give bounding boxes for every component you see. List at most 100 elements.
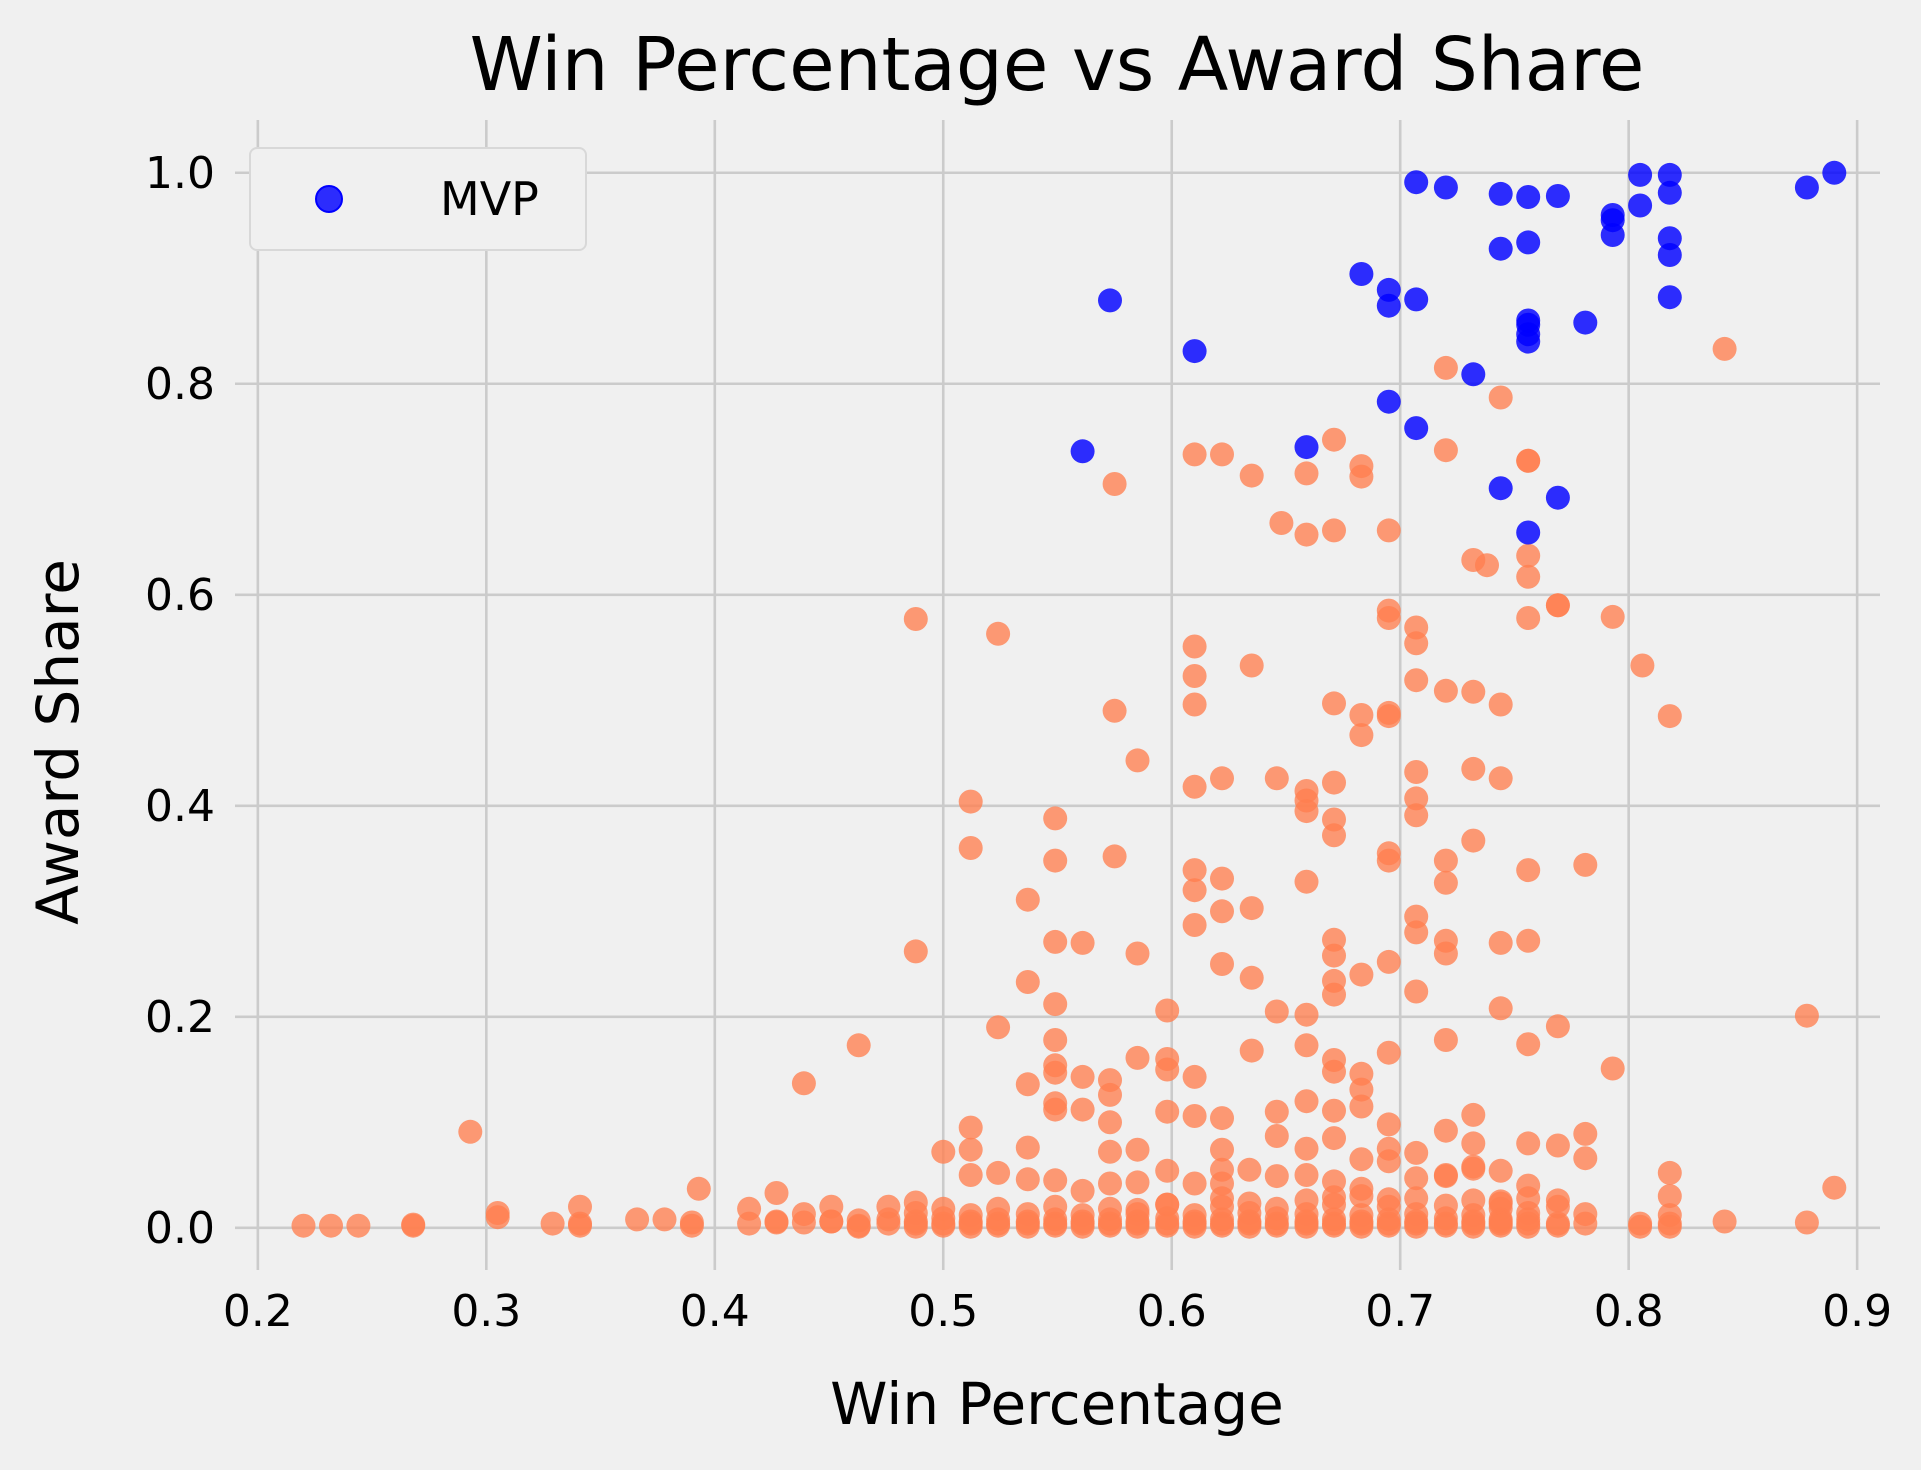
point-other xyxy=(1600,604,1625,629)
point-other xyxy=(1657,1214,1682,1239)
point-other xyxy=(1376,1149,1401,1174)
y-tick-label: 0.0 xyxy=(145,1203,215,1254)
point-other xyxy=(1098,1171,1122,1196)
point-other xyxy=(346,1213,371,1238)
point-other xyxy=(1657,704,1682,729)
point-mvp xyxy=(1349,262,1374,286)
point-other xyxy=(1433,355,1458,380)
point-other xyxy=(1475,553,1499,578)
point-other xyxy=(764,1210,789,1235)
point-other xyxy=(931,1213,956,1238)
point-other xyxy=(1404,668,1429,693)
point-other xyxy=(1239,653,1264,678)
point-other xyxy=(1210,1106,1234,1131)
point-other xyxy=(540,1211,565,1236)
point-mvp xyxy=(1573,310,1598,335)
point-other xyxy=(958,1115,983,1140)
point-other xyxy=(1043,848,1068,873)
point-other xyxy=(1404,1140,1429,1165)
point-other xyxy=(1349,1214,1374,1239)
point-other xyxy=(1098,1082,1122,1107)
point-other xyxy=(679,1213,704,1238)
point-other xyxy=(986,1160,1011,1185)
point-other xyxy=(1488,930,1513,955)
point-other xyxy=(1545,1014,1570,1039)
point-other xyxy=(1573,1211,1598,1236)
point-other xyxy=(1322,943,1346,968)
x-tick-label: 0.7 xyxy=(1365,1286,1435,1337)
point-mvp xyxy=(1461,362,1486,387)
point-mvp xyxy=(1822,160,1847,185)
point-other xyxy=(1461,1214,1486,1239)
point-other xyxy=(1433,1213,1458,1238)
point-other xyxy=(1239,896,1264,921)
point-other xyxy=(319,1213,343,1238)
point-mvp xyxy=(1294,435,1319,460)
point-other xyxy=(1182,1104,1207,1128)
point-other xyxy=(1376,1213,1401,1238)
point-other xyxy=(846,1033,871,1058)
point-other xyxy=(1155,1213,1180,1238)
point-other xyxy=(1433,438,1458,463)
point-other xyxy=(1376,949,1401,974)
point-other xyxy=(1210,442,1234,467)
point-other xyxy=(1433,1164,1458,1189)
point-other xyxy=(1182,878,1207,903)
point-other xyxy=(1015,970,1040,994)
point-other xyxy=(1573,852,1598,877)
point-other xyxy=(1294,779,1319,803)
point-other xyxy=(1376,1112,1401,1137)
point-other xyxy=(1461,828,1486,853)
legend-box xyxy=(249,147,587,251)
point-other xyxy=(1322,427,1346,452)
point-other xyxy=(1488,1213,1513,1238)
point-other xyxy=(1294,1163,1319,1187)
point-other xyxy=(1182,774,1207,799)
y-axis-title: Award Share xyxy=(24,559,92,925)
y-tick-label: 0.8 xyxy=(145,359,215,410)
point-mvp xyxy=(1516,185,1541,209)
point-other xyxy=(958,1214,983,1239)
point-other xyxy=(1182,442,1207,467)
point-other xyxy=(1125,748,1150,773)
point-mvp xyxy=(1516,322,1541,347)
point-other xyxy=(1488,766,1513,791)
point-other xyxy=(1182,664,1207,688)
x-tick-label: 0.6 xyxy=(1137,1286,1207,1337)
point-other xyxy=(1098,1213,1122,1238)
point-other xyxy=(1349,703,1374,727)
point-mvp xyxy=(1657,162,1682,187)
point-other xyxy=(1182,913,1207,937)
point-other xyxy=(1294,1214,1319,1239)
point-mvp xyxy=(1098,288,1122,313)
series-mvp xyxy=(1070,160,1847,545)
point-other xyxy=(1516,606,1541,630)
point-mvp xyxy=(1433,175,1458,200)
point-other xyxy=(1155,1158,1180,1183)
point-other xyxy=(1712,1209,1737,1234)
point-other xyxy=(1125,1137,1150,1162)
point-other xyxy=(1516,543,1541,568)
point-other xyxy=(1545,593,1570,618)
point-other xyxy=(1043,992,1068,1017)
point-other xyxy=(625,1207,650,1232)
x-tick-label: 0.5 xyxy=(908,1286,978,1337)
point-other xyxy=(1239,463,1264,488)
point-mvp xyxy=(1376,293,1401,318)
legend: MVP xyxy=(249,147,587,251)
y-tick-label: 0.4 xyxy=(145,781,215,832)
point-other xyxy=(1182,634,1207,659)
point-other xyxy=(1461,679,1486,704)
y-tick-label: 0.6 xyxy=(145,570,215,621)
point-other xyxy=(1376,700,1401,725)
point-other xyxy=(1461,1102,1486,1127)
point-other xyxy=(1264,766,1289,791)
x-tick-label: 0.3 xyxy=(451,1286,521,1337)
point-other xyxy=(1015,1135,1040,1160)
point-other xyxy=(1182,1064,1207,1089)
grid xyxy=(235,120,1880,1270)
point-other xyxy=(1349,464,1374,489)
point-other xyxy=(986,1213,1011,1238)
point-other xyxy=(1098,1110,1122,1135)
